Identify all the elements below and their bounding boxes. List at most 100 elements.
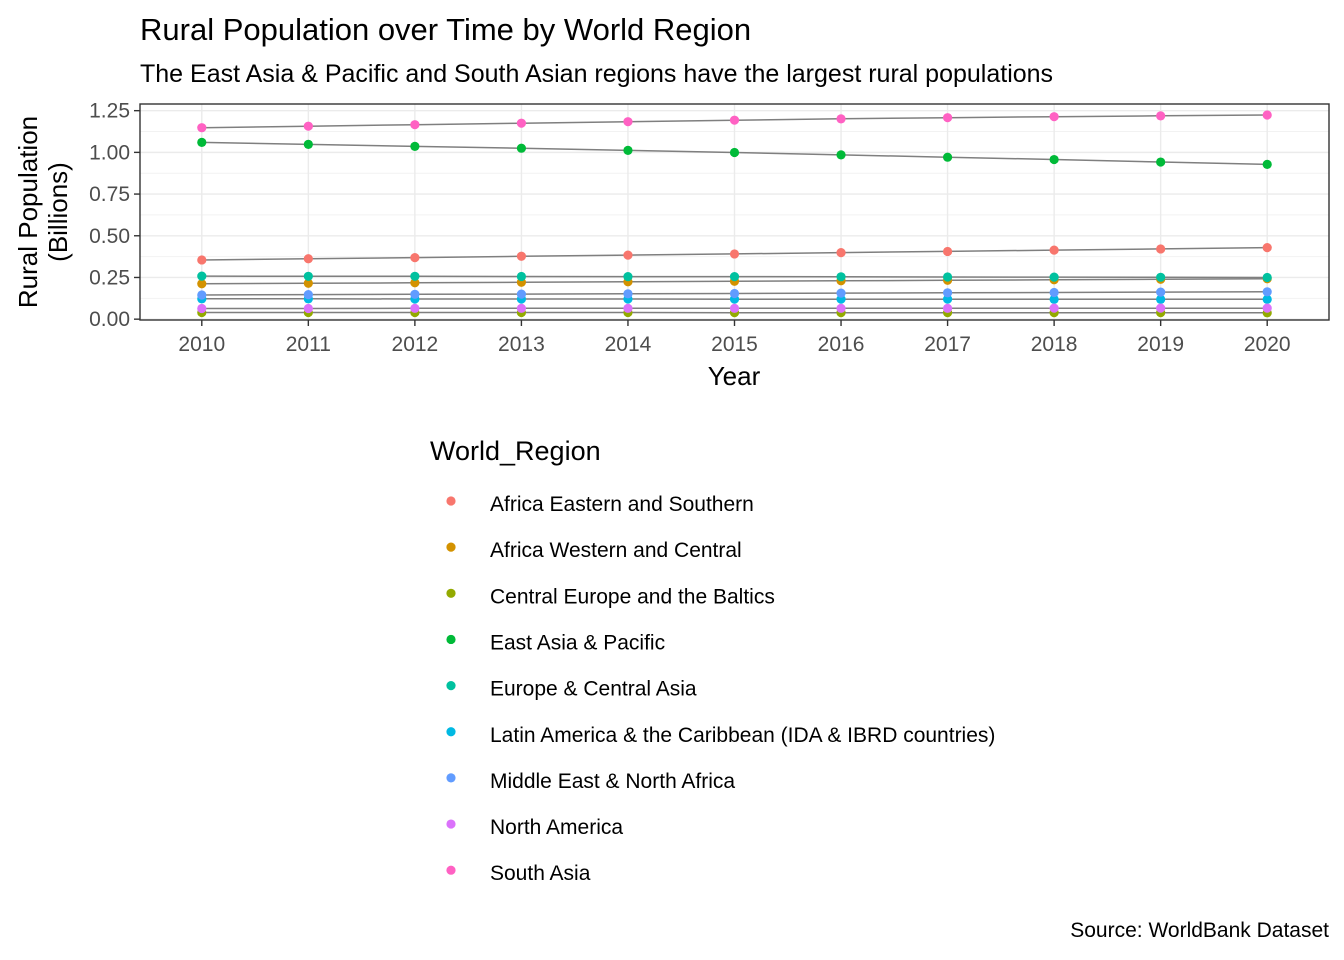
data-point: [1262, 272, 1272, 283]
legend-key: [446, 773, 456, 783]
x-tick-label: 2019: [1137, 333, 1184, 356]
x-tick-label: 2011: [286, 333, 331, 356]
data-point: [516, 271, 527, 282]
data-point: [516, 289, 527, 299]
data-point: [729, 249, 740, 259]
x-tick-label: 2017: [924, 333, 971, 356]
data-point: [1049, 294, 1059, 304]
data-point: [197, 303, 207, 314]
data-point: [1156, 303, 1166, 313]
data-point: [303, 139, 313, 149]
x-tick-label: 2020: [1244, 333, 1291, 356]
legend-label: Europe & Central Asia: [490, 678, 697, 701]
data-point: [623, 272, 633, 282]
data-point: [410, 289, 420, 299]
data-point: [729, 147, 740, 158]
legend-title: World_Region: [430, 436, 601, 466]
series-points: [197, 110, 1272, 318]
data-point: [197, 137, 207, 147]
data-point: [623, 250, 633, 260]
data-point: [942, 303, 953, 313]
data-point: [623, 117, 633, 127]
legend-key: [446, 865, 456, 875]
data-point: [1156, 111, 1166, 121]
x-axis: 2010 2011 2012 2013 2014 2015 2016 2017 2018 2019…: [178, 320, 1291, 356]
legend-key: [446, 681, 456, 691]
data-point: [303, 121, 313, 131]
data-point: [942, 288, 953, 298]
data-point: [410, 253, 420, 263]
data-point: [197, 271, 207, 281]
chart-caption: Source: WorldBank Dataset: [1070, 919, 1329, 942]
x-tick-label: 2012: [392, 333, 439, 356]
data-point: [836, 272, 846, 282]
data-point: [836, 248, 846, 258]
data-point: [1049, 303, 1059, 313]
data-point: [942, 152, 953, 162]
data-point: [1156, 287, 1166, 297]
y-tick-label: 0.00: [89, 308, 130, 331]
y-axis: 0.00 0.25 0.50 0.75 1.00 1.25: [89, 100, 140, 331]
data-point: [729, 288, 740, 299]
data-point: [1049, 287, 1059, 298]
data-point: [729, 272, 740, 282]
legend-label: Latin America & the Caribbean (IDA & IBR…: [490, 724, 995, 747]
data-point: [1156, 157, 1166, 167]
chart-subtitle: The East Asia & Pacific and South Asian …: [140, 60, 1054, 88]
data-point: [836, 288, 846, 298]
data-point: [303, 290, 313, 300]
y-axis-title-line: Rural Population: [13, 116, 43, 308]
data-point: [1049, 272, 1059, 282]
legend-label: South Asia: [490, 862, 591, 885]
x-tick-label: 2014: [605, 333, 652, 356]
x-tick-label: 2016: [818, 333, 865, 356]
data-point: [197, 255, 207, 265]
data-point: [942, 294, 953, 304]
data-point: [303, 254, 313, 264]
x-tick-label: 2015: [711, 333, 758, 356]
data-point: [410, 141, 420, 151]
data-point: [1262, 110, 1272, 120]
data-point: [623, 303, 633, 313]
data-point: [1262, 243, 1272, 253]
data-point: [729, 115, 740, 125]
legend: Africa Eastern and Southern Africa Wester…: [446, 493, 995, 885]
y-tick-label: 1.00: [89, 141, 130, 164]
data-point: [1262, 159, 1272, 169]
legend-key: [446, 727, 456, 737]
y-axis-title: Rural Population(Billions): [13, 116, 73, 308]
y-tick-label: 0.25: [89, 266, 130, 289]
data-point: [623, 289, 633, 299]
legend-key: [446, 634, 456, 645]
legend-label: Africa Western and Central: [490, 539, 742, 562]
data-point: [836, 150, 846, 160]
data-point: [729, 303, 740, 313]
data-point: [623, 145, 633, 155]
data-point: [197, 123, 207, 133]
data-point: [410, 278, 420, 288]
legend-label: Africa Eastern and Southern: [490, 493, 754, 516]
data-point: [516, 303, 527, 313]
legend-label: Middle East & North Africa: [490, 770, 735, 793]
data-point: [1049, 154, 1059, 165]
data-point: [1262, 303, 1272, 313]
data-point: [197, 279, 207, 289]
y-axis-title-line: (Billions): [43, 162, 73, 262]
data-point: [942, 272, 953, 282]
x-axis-title: Year: [708, 361, 761, 391]
data-point: [516, 118, 527, 128]
y-tick-label: 1.25: [89, 100, 130, 123]
data-point: [303, 278, 313, 288]
data-point: [1262, 287, 1272, 297]
data-point: [1156, 272, 1166, 282]
x-tick-label: 2013: [498, 333, 545, 356]
data-point: [1156, 244, 1166, 254]
data-point: [197, 290, 207, 300]
data-point: [410, 271, 420, 281]
y-tick-label: 0.50: [89, 225, 130, 248]
data-point: [410, 120, 420, 130]
data-point: [836, 303, 846, 313]
data-point: [942, 113, 953, 123]
data-point: [516, 143, 527, 153]
